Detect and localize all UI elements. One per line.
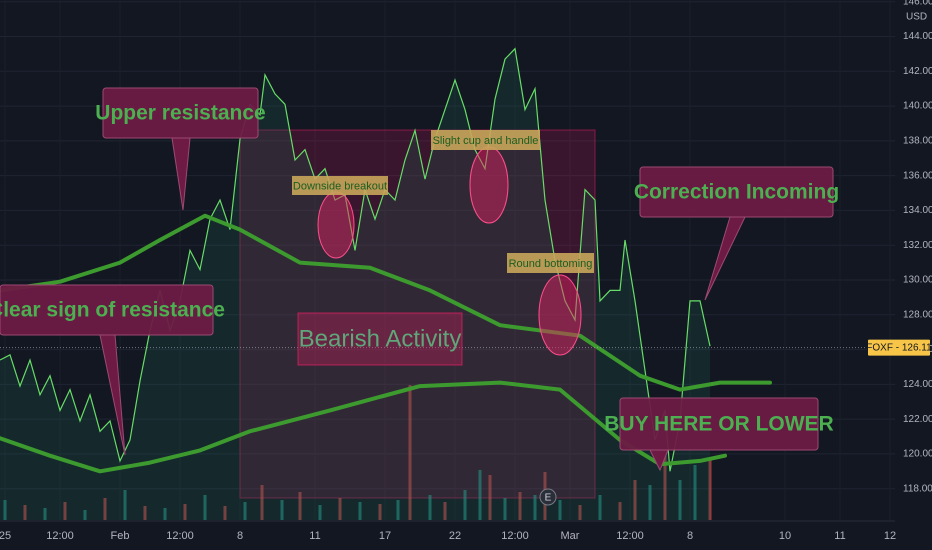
volume-bar — [223, 506, 227, 520]
volume-bar — [43, 508, 47, 520]
volume-bar — [678, 480, 682, 520]
y-tick-label: 142.00 — [903, 66, 932, 77]
y-tick-label: 130.00 — [903, 275, 932, 286]
label-box — [292, 176, 388, 195]
y-tick-label: 136.00 — [903, 170, 932, 181]
last-price-box — [868, 339, 930, 356]
x-tick-label: Feb — [111, 530, 130, 542]
volume-bar — [163, 508, 167, 520]
volume-bar — [558, 500, 562, 520]
volume-bar — [598, 495, 602, 520]
y-tick-label: 128.00 — [903, 309, 932, 320]
volume-bar — [408, 385, 412, 520]
zone-label-box — [297, 312, 463, 366]
volume-bar — [478, 470, 482, 520]
volume-bar — [3, 500, 7, 520]
volume-bar — [83, 510, 87, 520]
price-line — [0, 47, 711, 472]
volume-bar — [23, 505, 27, 520]
x-tick-label: Mar — [561, 530, 580, 542]
volume-bar — [708, 460, 712, 520]
volume-bar — [260, 485, 264, 520]
volume-bar — [338, 498, 342, 520]
volume-bar — [663, 450, 667, 520]
volume-bar — [358, 502, 362, 520]
volume-bar — [428, 495, 432, 520]
price-area — [0, 48, 710, 520]
volume-bar — [103, 498, 107, 520]
callout-text: Clear sign of resistance — [0, 299, 225, 322]
y-tick-label: 134.00 — [903, 205, 932, 216]
y-tick-label: 122.00 — [903, 414, 932, 425]
x-tick-label: 8 — [237, 530, 243, 542]
y-tick-label: 120.00 — [903, 449, 932, 460]
earnings-label: E — [545, 493, 552, 504]
volume-bar — [648, 485, 652, 520]
highlight-ellipse — [469, 146, 509, 224]
callout-text: BUY HERE OR LOWER — [604, 413, 833, 436]
volume-bar — [143, 506, 147, 520]
x-tick-label: 22 — [449, 530, 461, 542]
highlight-ellipse — [538, 274, 582, 356]
label-text: Slight cup and handle — [433, 135, 539, 147]
volume-bar — [693, 465, 697, 520]
callout-box — [0, 284, 214, 336]
callout-text: Upper resistance — [95, 102, 265, 125]
volume-bar — [578, 505, 582, 520]
y-tick-label: 118.00 — [903, 483, 932, 494]
volume-bar — [243, 502, 247, 520]
moving-average — [0, 380, 727, 474]
callout-text: Correction Incoming — [634, 181, 839, 204]
callout-box — [619, 397, 819, 451]
earnings-marker — [539, 488, 557, 506]
label-box — [431, 130, 540, 150]
volume-bar — [618, 502, 622, 520]
y-tick-label: 140.00 — [903, 101, 932, 112]
y-tick-label: 144.00 — [903, 31, 932, 42]
volume-bar — [123, 490, 127, 520]
x-tick-label: 12:00 — [46, 530, 74, 542]
callout-box — [102, 87, 259, 139]
volume-bar — [463, 490, 467, 520]
volume-bar — [280, 500, 284, 520]
highlight-ellipse — [317, 191, 355, 259]
volume-bar — [503, 498, 507, 520]
x-tick-label: 17 — [379, 530, 391, 542]
label-text: Downside breakout — [293, 180, 387, 192]
y-tick-label: 124.00 — [903, 379, 932, 390]
currency-label: USD — [906, 12, 927, 23]
x-tick-label: 11 — [834, 530, 845, 542]
volume-bar — [396, 500, 400, 520]
zone-label-text: Bearish Activity — [299, 325, 462, 352]
label-box — [507, 253, 594, 273]
x-tick-label: 11 — [309, 530, 320, 542]
volume-bar — [298, 492, 302, 520]
x-tick-label: 12:00 — [501, 530, 529, 542]
volume-bar — [443, 502, 447, 520]
x-tick-label: 12 — [884, 530, 896, 542]
x-tick-label: 25 — [0, 530, 11, 542]
x-tick-label: 10 — [779, 530, 791, 542]
volume-bar — [378, 504, 382, 520]
volume-bar — [633, 480, 637, 520]
y-tick-label: 146.00 — [903, 0, 932, 7]
volume-bar — [533, 495, 537, 520]
y-tick-label: 132.00 — [903, 240, 932, 251]
callout-box — [639, 166, 834, 218]
x-tick-label: 8 — [687, 530, 693, 542]
volume-bar — [203, 495, 207, 520]
y-tick-label: 138.00 — [903, 136, 932, 147]
volume-bar — [518, 492, 522, 520]
x-tick-label: 12:00 — [616, 530, 644, 542]
volume-bar — [63, 502, 67, 520]
moving-average — [0, 213, 772, 392]
x-tick-label: 12:00 — [166, 530, 194, 542]
label-text: Round bottoming — [509, 258, 593, 270]
volume-bar — [488, 475, 492, 520]
volume-bar — [183, 504, 187, 520]
last-price-label: FOXF - 126.11 — [866, 342, 932, 353]
volume-bar — [318, 505, 322, 520]
